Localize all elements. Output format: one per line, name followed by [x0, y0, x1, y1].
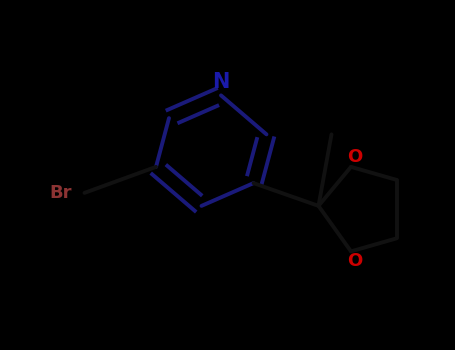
Text: Br: Br — [49, 184, 71, 202]
Text: N: N — [212, 72, 230, 92]
Text: O: O — [347, 148, 362, 166]
Text: O: O — [347, 252, 362, 270]
